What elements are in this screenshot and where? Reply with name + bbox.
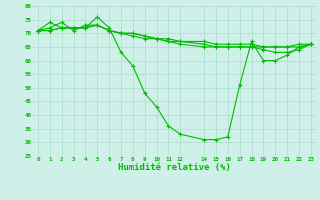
X-axis label: Humidité relative (%): Humidité relative (%): [118, 163, 231, 172]
